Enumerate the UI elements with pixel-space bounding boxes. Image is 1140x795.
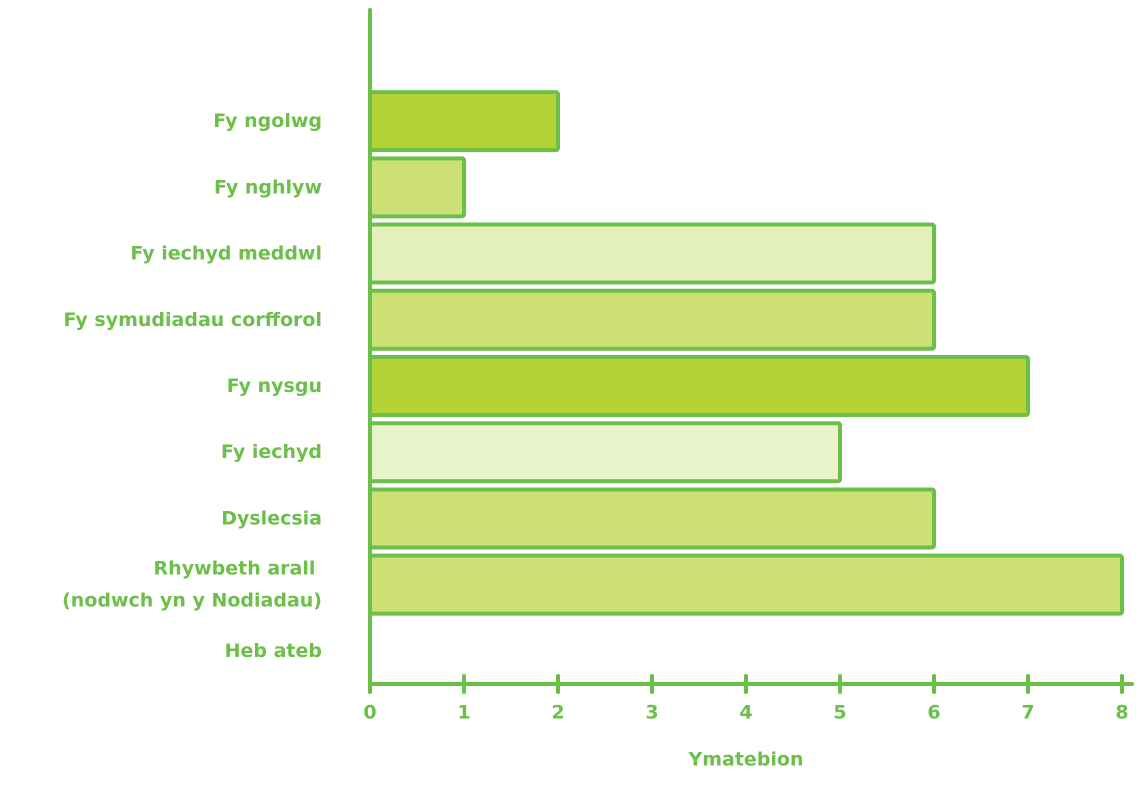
bar bbox=[368, 90, 560, 153]
y-tick-label: Fy iechyd meddwl bbox=[130, 242, 322, 264]
bar bbox=[368, 222, 936, 285]
bar bbox=[368, 487, 936, 550]
y-tick-label: Fy iechyd bbox=[221, 441, 322, 463]
x-tick-label: 8 bbox=[1115, 702, 1128, 724]
bar bbox=[368, 288, 936, 351]
x-tick-label: 2 bbox=[551, 702, 564, 724]
y-tick-label: Heb ateb bbox=[225, 639, 322, 661]
bar bbox=[368, 553, 1124, 616]
y-tick-label: Fy nghlyw bbox=[214, 176, 322, 198]
y-tick-label: Fy ngolwg bbox=[213, 110, 322, 132]
bar bbox=[368, 156, 466, 219]
x-tick-label: 0 bbox=[363, 702, 376, 724]
bar bbox=[368, 421, 842, 484]
y-tick-label: Dyslecsia bbox=[221, 507, 322, 529]
x-axis-label: Ymatebion bbox=[687, 749, 803, 771]
x-tick-label: 5 bbox=[833, 702, 846, 724]
bar bbox=[368, 355, 1030, 417]
y-tick-label: Fy nysgu bbox=[227, 375, 322, 397]
x-tick-label: 6 bbox=[927, 702, 940, 724]
y-tick-label: Fy symudiadau corfforol bbox=[63, 308, 322, 330]
x-tick-label: 1 bbox=[457, 702, 470, 724]
x-tick-label: 4 bbox=[739, 702, 752, 724]
x-tick-label: 3 bbox=[645, 702, 658, 724]
y-tick-label: Rhywbeth arall (nodwch yn y Nodiadau) bbox=[62, 557, 322, 611]
x-tick-label: 7 bbox=[1021, 702, 1034, 724]
